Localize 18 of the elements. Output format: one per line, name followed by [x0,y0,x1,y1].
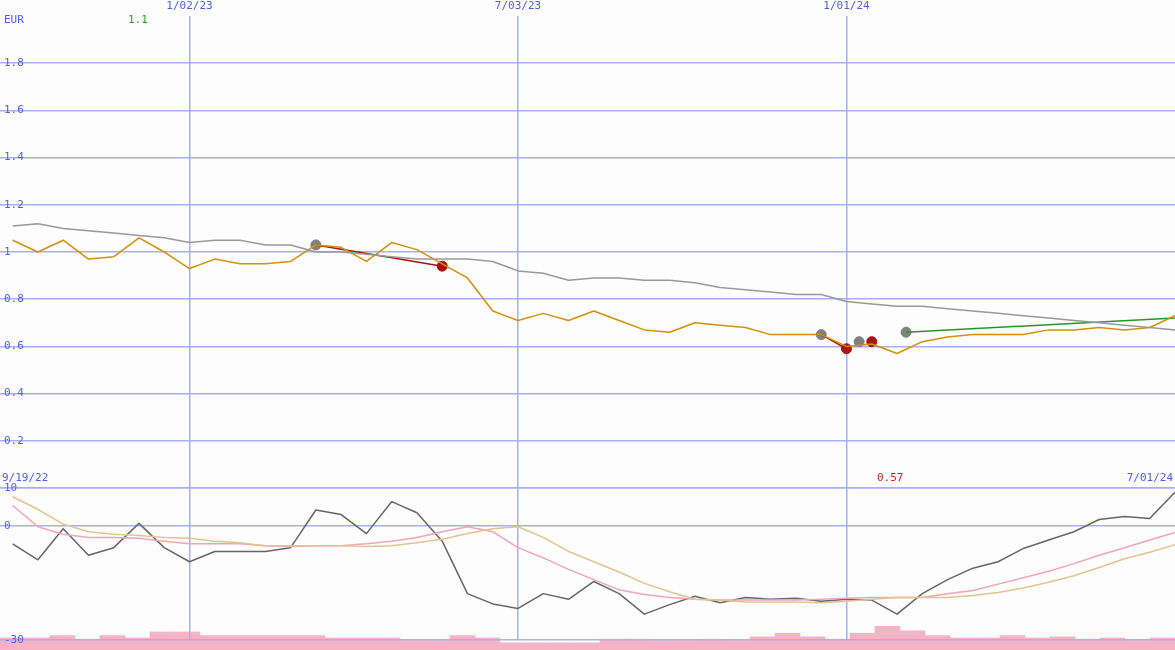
annotation: 1.1 [128,12,148,26]
y-tick-label: 1.8 [4,56,24,70]
y-axis-title: EUR [4,12,25,26]
y-tick-label: 1.2 [4,197,24,211]
y-tick-label: 0.4 [4,386,25,400]
y-tick-label: 1.4 [4,150,25,164]
annotation: 7/01/24 [1126,470,1174,484]
y-tick-label: -30 [4,632,24,646]
x-tick-label: 1/02/23 [166,0,213,13]
x-tick-label: 1/01/24 [823,0,871,13]
x-tick-label: 7/03/23 [494,0,542,13]
y-tick-label: 1.6 [4,103,24,117]
annotation: 0.57 [877,470,904,484]
y-tick-label: 1 [4,244,11,258]
y-tick-label: 0.8 [4,292,24,306]
y-tick-label: 0.6 [4,339,24,353]
y-tick-label: 0.2 [4,433,24,447]
y-tick-label: 0 [4,518,11,532]
